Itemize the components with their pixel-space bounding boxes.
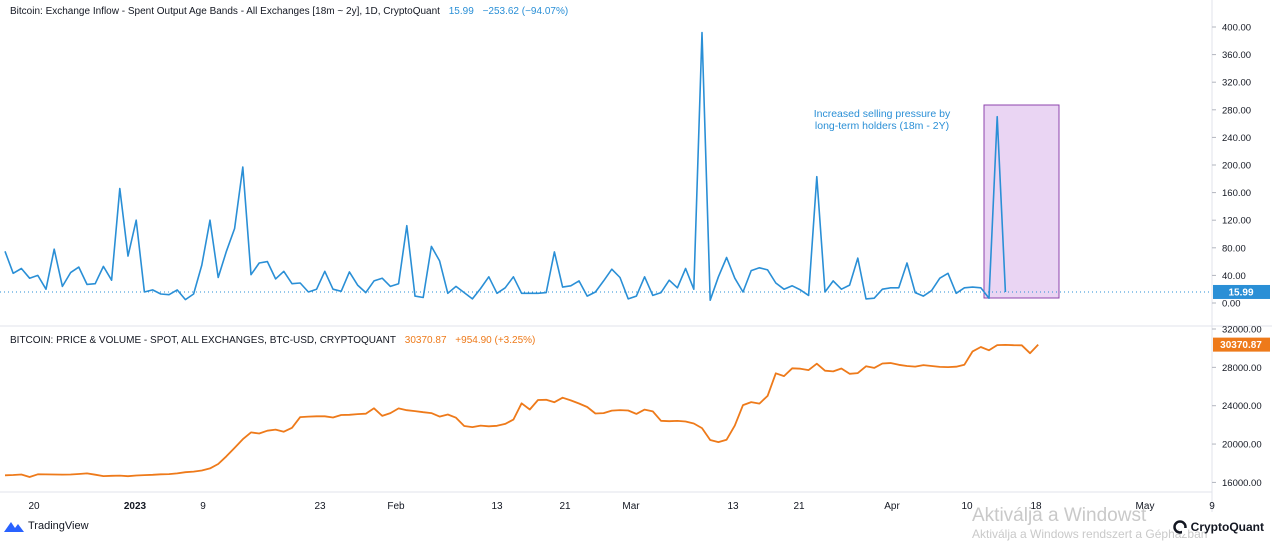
inflow-ytick-label: 320.00 (1222, 78, 1251, 89)
price-change: +954.90 (+3.25%) (455, 335, 536, 346)
x-tick-label: 2023 (124, 501, 147, 512)
cryptoquant-logo[interactable]: CryptoQuant (1172, 520, 1264, 534)
annotation-line: long-term holders (18m - 2Y) (815, 120, 949, 132)
x-tick-label: May (1136, 501, 1155, 512)
x-tick-label: 13 (727, 501, 739, 512)
x-tick-label: Feb (387, 501, 405, 512)
axes: 0.00 40.00 80.00 120.00 160.00 200.00 240.00 28… (28, 23, 1261, 513)
inflow-ytick-label: 0.00 (1222, 299, 1241, 310)
inflow-series: 15.99 (0, 31, 1270, 302)
inflow-line (4, 31, 1007, 302)
highlight-layer (983, 104, 1060, 299)
inflow-header: Bitcoin: Exchange Inflow - Spent Output … (10, 6, 574, 17)
x-tick-label: 18 (1030, 501, 1042, 512)
inflow-change: −253.62 (−94.07%) (482, 6, 569, 17)
inflow-price-tag (1213, 284, 1270, 299)
price-ytick-label: 28000.00 (1222, 363, 1262, 374)
x-tick-label: 9 (1209, 501, 1215, 512)
price-tag (1213, 337, 1270, 352)
inflow-last-value: 15.99 (448, 6, 474, 17)
price-ytick-label: 20000.00 (1222, 440, 1262, 451)
inflow-ytick-label: 240.00 (1222, 133, 1251, 144)
inflow-ytick-label: 160.00 (1222, 188, 1251, 199)
price-ytick-label: 32000.00 (1222, 325, 1262, 336)
price-tag-label: 30370.87 (1220, 340, 1262, 351)
inflow-ytick-label: 280.00 (1222, 105, 1251, 116)
inflow-ytick-label: 360.00 (1222, 50, 1251, 61)
cryptoquant-label: CryptoQuant (1190, 520, 1264, 534)
tradingview-logo[interactable]: TradingView (4, 520, 89, 532)
x-tick-label: Apr (884, 501, 900, 512)
highlight-box (983, 104, 1060, 299)
price-ytick-label: 16000.00 (1222, 478, 1262, 489)
cryptoquant-icon (1172, 520, 1187, 534)
tradingview-label: TradingView (28, 520, 89, 532)
x-tick-label: 9 (200, 501, 206, 512)
price-ytick-label: 24000.00 (1222, 401, 1262, 412)
price-last-value: 30370.87 (404, 335, 447, 346)
x-tick-label: Mar (622, 501, 640, 512)
price-header: BITCOIN: PRICE & VOLUME - SPOT, ALL EXCH… (10, 335, 541, 346)
price-line (4, 343, 1039, 478)
annotation-line: Increased selling pressure by (814, 108, 951, 120)
x-tick-label: 13 (491, 501, 503, 512)
inflow-title: Bitcoin: Exchange Inflow - Spent Output … (10, 6, 440, 17)
inflow-ytick-label: 400.00 (1222, 23, 1251, 34)
price-title: BITCOIN: PRICE & VOLUME - SPOT, ALL EXCH… (10, 335, 397, 346)
inflow-ytick-label: 80.00 (1222, 243, 1246, 254)
price-series: 30370.87 (4, 337, 1270, 478)
grid (0, 0, 1272, 512)
windows-watermark: Aktiválja a Windowst (972, 505, 1147, 526)
x-tick-label: 21 (793, 501, 805, 512)
x-tick-label: 23 (314, 501, 326, 512)
inflow-price-tag-label: 15.99 (1228, 287, 1253, 298)
inflow-ytick-label: 200.00 (1222, 161, 1251, 172)
x-tick-label: 21 (559, 501, 571, 512)
tradingview-icon (4, 522, 24, 532)
inflow-ytick-label: 120.00 (1222, 216, 1251, 227)
inflow-ytick-label: 40.00 (1222, 271, 1246, 282)
x-tick-label: 10 (961, 501, 973, 512)
x-tick-label: 20 (28, 501, 40, 512)
